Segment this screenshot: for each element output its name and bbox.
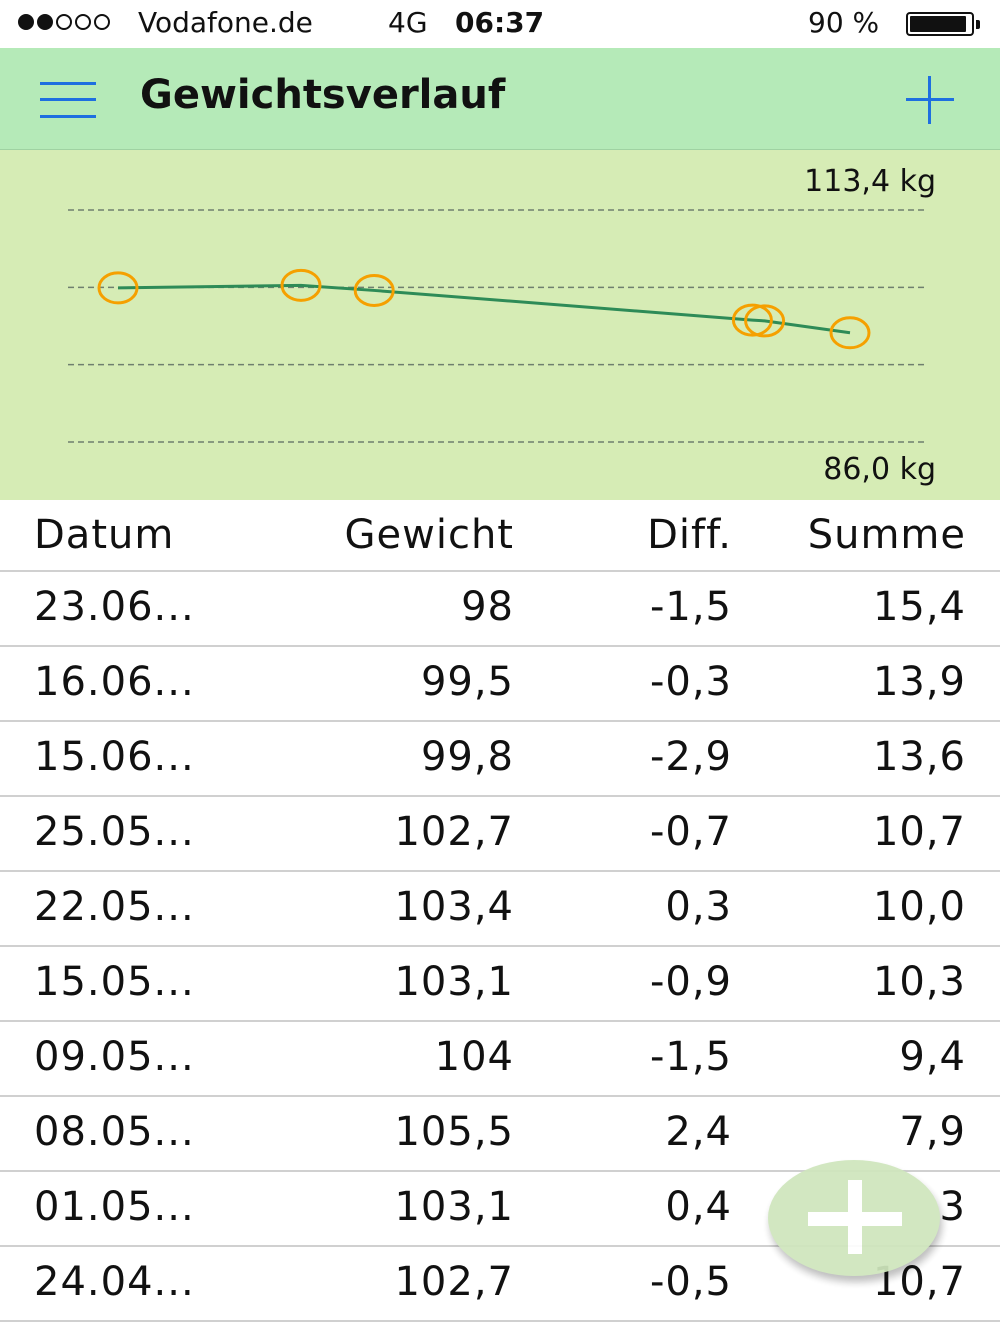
header-date: Datum: [34, 512, 175, 558]
row-diff: -0,9: [649, 959, 732, 1005]
table-row[interactable]: 09.05... 104 -1,5 9,4: [0, 1022, 1000, 1097]
table-row[interactable]: 16.06... 99,5 -0,3 13,9: [0, 647, 1000, 722]
row-sum: 10,0: [872, 884, 966, 930]
row-weight: 98: [461, 584, 514, 630]
table-row[interactable]: 08.05... 105,5 2,4 7,9: [0, 1097, 1000, 1172]
row-sum: 10,3: [872, 959, 966, 1005]
row-weight: 103,4: [394, 884, 514, 930]
header-sum: Summe: [807, 512, 966, 558]
network-type: 4G: [388, 6, 428, 39]
row-weight: 102,7: [394, 809, 514, 855]
row-diff: -1,5: [649, 584, 732, 630]
hamburger-menu-icon[interactable]: [40, 80, 96, 120]
signal-strength-icon: [18, 14, 110, 30]
table-row[interactable]: 23.06... 98 -1,5 15,4: [0, 572, 1000, 647]
page-title: Gewichtsverlauf: [140, 72, 506, 118]
row-diff: -0,5: [649, 1259, 732, 1305]
row-date: 15.06...: [34, 734, 195, 780]
row-diff: -1,5: [649, 1034, 732, 1080]
table-row[interactable]: 01.05... 103,1 0,4 3: [0, 1172, 1000, 1247]
add-entry-button[interactable]: [906, 76, 954, 124]
row-date: 08.05...: [34, 1109, 195, 1155]
table-row[interactable]: 22.05... 103,4 0,3 10,0: [0, 872, 1000, 947]
table-row[interactable]: 25.05... 102,7 -0,7 10,7: [0, 797, 1000, 872]
status-time: 06:37: [455, 6, 545, 39]
row-date: 09.05...: [34, 1034, 195, 1080]
row-sum: 13,9: [872, 659, 966, 705]
signal-dot: [56, 14, 72, 30]
chart-point[interactable]: [731, 303, 773, 337]
row-sum: 13,6: [872, 734, 966, 780]
weight-chart: 113,4 kg 86,0 kg: [0, 150, 1000, 500]
row-weight: 103,1: [394, 959, 514, 1005]
table-header: Datum Gewicht Diff. Summe: [0, 500, 1000, 572]
row-date: 15.05...: [34, 959, 195, 1005]
weight-chart-svg: [68, 209, 928, 443]
navigation-bar: Gewichtsverlauf: [0, 48, 1000, 150]
signal-dot: [18, 14, 34, 30]
chart-point[interactable]: [97, 271, 139, 305]
table-row[interactable]: 15.05... 103,1 -0,9 10,3: [0, 947, 1000, 1022]
row-sum: 7,9: [899, 1109, 966, 1155]
row-diff: -2,9: [649, 734, 732, 780]
chart-point[interactable]: [280, 268, 322, 302]
row-weight: 99,5: [420, 659, 514, 705]
table-row[interactable]: 24.04... 102,7 -0,5 10,7: [0, 1247, 1000, 1322]
weight-trend-line: [117, 283, 851, 335]
row-diff: -0,7: [649, 809, 732, 855]
row-sum: 3: [939, 1184, 966, 1230]
battery-percentage: 90 %: [808, 6, 880, 39]
weight-table: Datum Gewicht Diff. Summe 23.06... 98 -1…: [0, 500, 1000, 1322]
status-bar: Vodafone.de 4G 06:37 90 %: [0, 0, 1000, 48]
add-weight-fab[interactable]: [768, 1160, 940, 1276]
row-diff: 0,4: [665, 1184, 732, 1230]
chart-min-label: 86,0 kg: [823, 452, 936, 487]
row-date: 23.06...: [34, 584, 195, 630]
chart-max-label: 113,4 kg: [804, 164, 936, 199]
chart-point[interactable]: [353, 273, 395, 307]
header-diff: Diff.: [647, 512, 732, 558]
row-date: 16.06...: [34, 659, 195, 705]
header-weight: Gewicht: [344, 512, 514, 558]
row-sum: 9,4: [899, 1034, 966, 1080]
row-diff: 2,4: [665, 1109, 732, 1155]
row-weight: 103,1: [394, 1184, 514, 1230]
battery-icon: [906, 12, 980, 36]
row-diff: 0,3: [665, 884, 732, 930]
row-weight: 105,5: [394, 1109, 514, 1155]
row-date: 24.04...: [34, 1259, 195, 1305]
chart-point[interactable]: [829, 316, 871, 350]
signal-dot: [94, 14, 110, 30]
row-weight: 104: [434, 1034, 514, 1080]
chart-point[interactable]: [744, 304, 786, 338]
row-weight: 102,7: [394, 1259, 514, 1305]
carrier-name: Vodafone.de: [138, 6, 313, 39]
signal-dot: [75, 14, 91, 30]
row-diff: -0,3: [649, 659, 732, 705]
row-sum: 10,7: [872, 809, 966, 855]
row-date: 22.05...: [34, 884, 195, 930]
row-date: 25.05...: [34, 809, 195, 855]
row-date: 01.05...: [34, 1184, 195, 1230]
row-weight: 99,8: [420, 734, 514, 780]
row-sum: 15,4: [872, 584, 966, 630]
table-row[interactable]: 15.06... 99,8 -2,9 13,6: [0, 722, 1000, 797]
signal-dot: [37, 14, 53, 30]
